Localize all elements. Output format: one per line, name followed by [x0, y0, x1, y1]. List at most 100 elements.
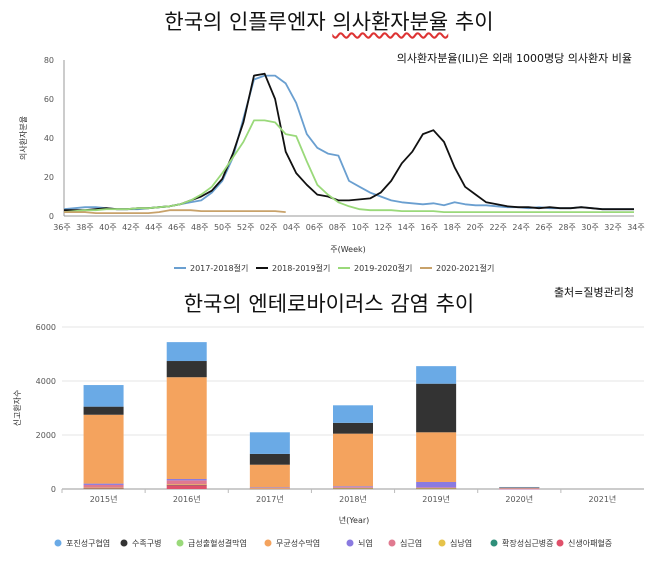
x-tick-label: 40주 [99, 223, 117, 232]
legend-label: 급성출혈성결막염 [188, 538, 247, 548]
title1-rest: 추이 [448, 10, 494, 34]
bar-segment-2 [166, 484, 207, 486]
y-tick-label: 2000 [36, 431, 56, 440]
bar-segment-4 [499, 488, 540, 490]
bar-segment-2 [83, 487, 124, 489]
y-tick-label: 60 [44, 95, 54, 104]
x-tick-label: 2019년 [422, 494, 450, 504]
bar-segment-3 [249, 487, 290, 489]
bar-segment-4 [416, 481, 457, 488]
legend-label: 확장성심근병증 [502, 538, 554, 548]
y-axis-title: 신고환자수 [12, 390, 22, 427]
x-tick-label: 2016년 [173, 494, 201, 504]
legend-label: 2018-2019절기 [272, 264, 330, 273]
bar-segment-2 [333, 487, 373, 489]
x-tick-label: 34주 [627, 223, 645, 232]
legend-swatch [120, 539, 128, 547]
bar-segment-3 [83, 484, 124, 488]
x-tick-label: 10주 [352, 223, 370, 232]
x-tick-label: 22주 [489, 223, 507, 232]
legend-label: 포진성구협염 [66, 538, 110, 548]
y-tick-label: 0 [49, 212, 54, 221]
title1-underlined: 의사환자분율 [332, 10, 449, 34]
bar-segment-4 [166, 479, 207, 481]
x-tick-label: 12주 [375, 223, 393, 232]
x-tick-label: 36주 [53, 223, 71, 232]
x-tick-label: 26주 [535, 223, 553, 232]
bar-segment-7 [416, 383, 457, 433]
x-tick-label: 24주 [512, 223, 530, 232]
legend-swatch [346, 539, 354, 547]
x-tick-label: 50주 [214, 223, 232, 232]
legend-swatch [438, 539, 446, 547]
bar-segment-2 [416, 487, 457, 489]
x-tick-label: 16주 [421, 223, 439, 232]
x-tick-label: 2021년 [589, 494, 617, 504]
x-tick-label: 32주 [604, 223, 622, 232]
legend-swatch [388, 539, 396, 547]
bar-segment-5 [333, 433, 373, 487]
legend-label: 수족구병 [132, 539, 161, 548]
y-tick-label: 6000 [36, 323, 56, 332]
x-tick-label: 42주 [122, 223, 140, 232]
x-tick-label: 14주 [398, 223, 416, 232]
source-credit: 출처=질병관리청 [553, 286, 634, 299]
x-tick-label: 20주 [467, 223, 485, 232]
legend-label: 2019-2020절기 [354, 264, 412, 273]
bar-segment-5 [83, 414, 124, 484]
legend-swatch [490, 539, 498, 547]
x-tick-label: 2017년 [256, 494, 284, 504]
x-tick-label: 52주 [237, 223, 255, 232]
legend-swatch [264, 539, 272, 547]
legend-swatch [556, 539, 564, 547]
x-tick-label: 04주 [283, 223, 301, 232]
y-tick-label: 40 [44, 134, 54, 143]
bar-segment-8 [499, 486, 540, 488]
legend-label: 2017-2018절기 [190, 264, 248, 273]
bar-segment-8 [249, 432, 290, 454]
influenza-chart-title: 한국의 인플루엔자 의사환자분율 추이 [0, 6, 658, 36]
x-axis-title: 주(Week) [330, 245, 366, 254]
bar-segment-3 [416, 487, 457, 488]
series-line-2 [63, 119, 634, 214]
x-tick-label: 2020년 [505, 494, 533, 504]
x-tick-label: 2018년 [339, 494, 367, 504]
x-tick-label: 44주 [145, 223, 163, 232]
bar-segment-8 [416, 366, 457, 384]
x-tick-label: 06주 [306, 223, 324, 232]
legend-label: 무균성수막염 [276, 538, 320, 548]
x-tick-label: 08주 [329, 223, 347, 232]
series-line-3 [64, 209, 286, 215]
x-tick-label: 18주 [444, 223, 462, 232]
y-tick-label: 0 [51, 485, 56, 494]
bar-segment-8 [333, 405, 373, 423]
influenza-line-chart: 0 20 40 60 80 36주 38주 40주 42주 44주 46주 48주 50주 52주 02주 0… [18, 56, 645, 273]
legend-swatch [176, 539, 184, 547]
x-tick-label: 28주 [558, 223, 576, 232]
y-axis-title: 의사환자분율 [18, 116, 28, 160]
x-tick-label: 2015년 [90, 494, 118, 504]
legend-label: 심근염 [400, 538, 422, 548]
bar-segment-2 [249, 488, 290, 490]
ili-definition-note: 의사환자분율(ILI)은 외래 1000명당 의사환자 비율 [396, 52, 632, 65]
bar-segment-0 [83, 488, 124, 489]
x-tick-label: 38주 [76, 223, 94, 232]
bar-segment-7 [249, 453, 290, 465]
bar-segment-5 [499, 487, 540, 489]
title1-plain: 한국의 인플루엔자 [164, 10, 333, 34]
legend-label: 뇌염 [358, 539, 373, 548]
x-tick-label: 48주 [191, 223, 209, 232]
bar-segment-8 [166, 342, 207, 362]
legend-label: 2020-2021절기 [436, 264, 494, 273]
y-tick-label: 80 [44, 56, 54, 65]
bar-segment-5 [166, 377, 207, 480]
bar-segment-3 [333, 487, 373, 488]
legend-swatch [54, 539, 62, 547]
x-tick-label: 46주 [168, 223, 186, 232]
bar-segment-0 [166, 484, 207, 489]
enterovirus-chart-title: 한국의 엔테로바이러스 감염 추이 [183, 292, 475, 316]
bar-segment-4 [83, 483, 124, 485]
bar-segment-5 [249, 464, 290, 488]
bar-segment-7 [166, 361, 207, 378]
